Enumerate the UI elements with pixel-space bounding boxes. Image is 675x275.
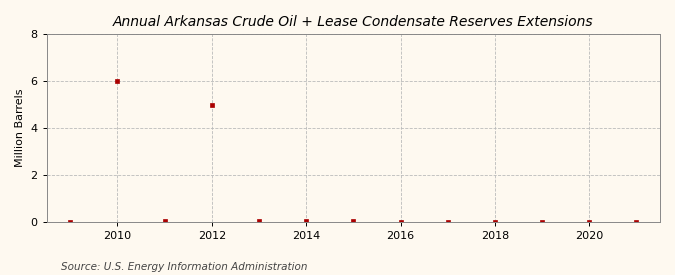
Y-axis label: Million Barrels: Million Barrels [15,89,25,167]
Title: Annual Arkansas Crude Oil + Lease Condensate Reserves Extensions: Annual Arkansas Crude Oil + Lease Conden… [113,15,594,29]
Text: Source: U.S. Energy Information Administration: Source: U.S. Energy Information Administ… [61,262,307,272]
